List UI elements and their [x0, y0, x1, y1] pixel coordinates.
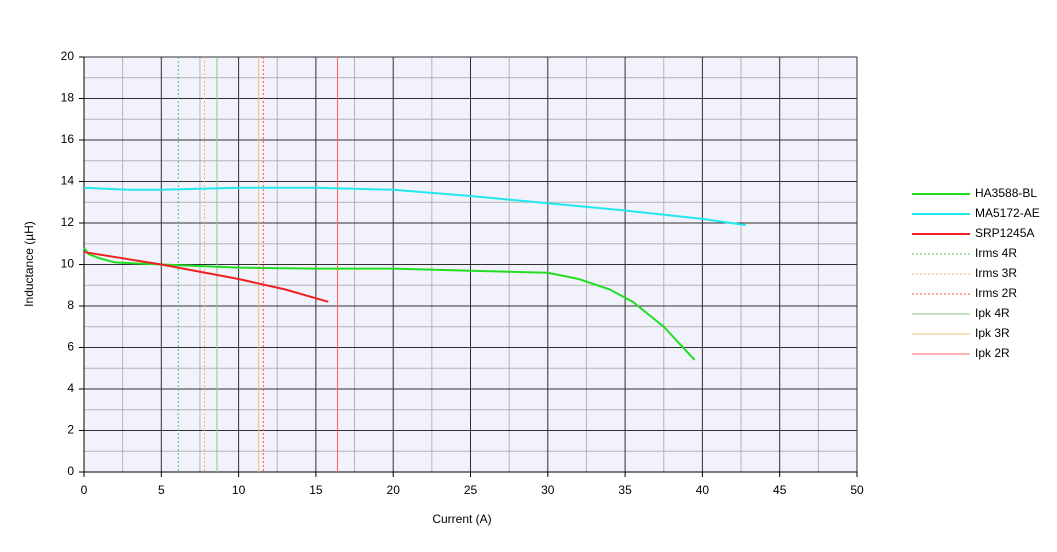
y-tick-label: 20	[61, 49, 75, 63]
x-tick-label: 50	[850, 483, 864, 497]
x-tick-label: 40	[696, 483, 710, 497]
x-tick-label: 0	[81, 483, 88, 497]
x-tick-label: 15	[309, 483, 323, 497]
x-tick-label: 35	[618, 483, 632, 497]
x-tick-label: 45	[773, 483, 787, 497]
y-tick-label: 8	[67, 298, 74, 312]
y-tick-label: 18	[61, 91, 75, 105]
y-tick-label: 10	[61, 257, 75, 271]
y-axis-label: Inductance (µH)	[22, 221, 36, 307]
legend-label: Ipk 4R	[975, 306, 1010, 320]
y-tick-label: 16	[61, 132, 75, 146]
legend-label: Ipk 2R	[975, 346, 1010, 360]
data-line	[83, 247, 696, 361]
x-axis-label: Current (A)	[432, 512, 491, 526]
x-tick-label: 30	[541, 483, 555, 497]
y-tick-label: 12	[61, 215, 75, 229]
legend-label: Ipk 3R	[975, 326, 1010, 340]
legend-label: Irms 4R	[975, 246, 1017, 260]
y-tick-label: 6	[67, 340, 74, 354]
y-tick-label: 0	[67, 464, 74, 478]
data-line	[83, 251, 329, 303]
legend-label: Irms 3R	[975, 266, 1017, 280]
legend-label: MA5172-AE	[975, 206, 1040, 220]
legend-label: SRP1245A	[975, 226, 1034, 240]
x-tick-label: 10	[232, 483, 246, 497]
x-tick-label: 25	[464, 483, 478, 497]
y-tick-label: 14	[61, 174, 75, 188]
legend-label: HA3588-BL	[975, 186, 1037, 200]
y-tick-label: 4	[67, 381, 74, 395]
x-tick-label: 20	[387, 483, 401, 497]
legend-label: Irms 2R	[975, 286, 1017, 300]
x-tick-label: 5	[158, 483, 165, 497]
y-tick-label: 2	[67, 423, 74, 437]
data-line	[83, 186, 746, 227]
